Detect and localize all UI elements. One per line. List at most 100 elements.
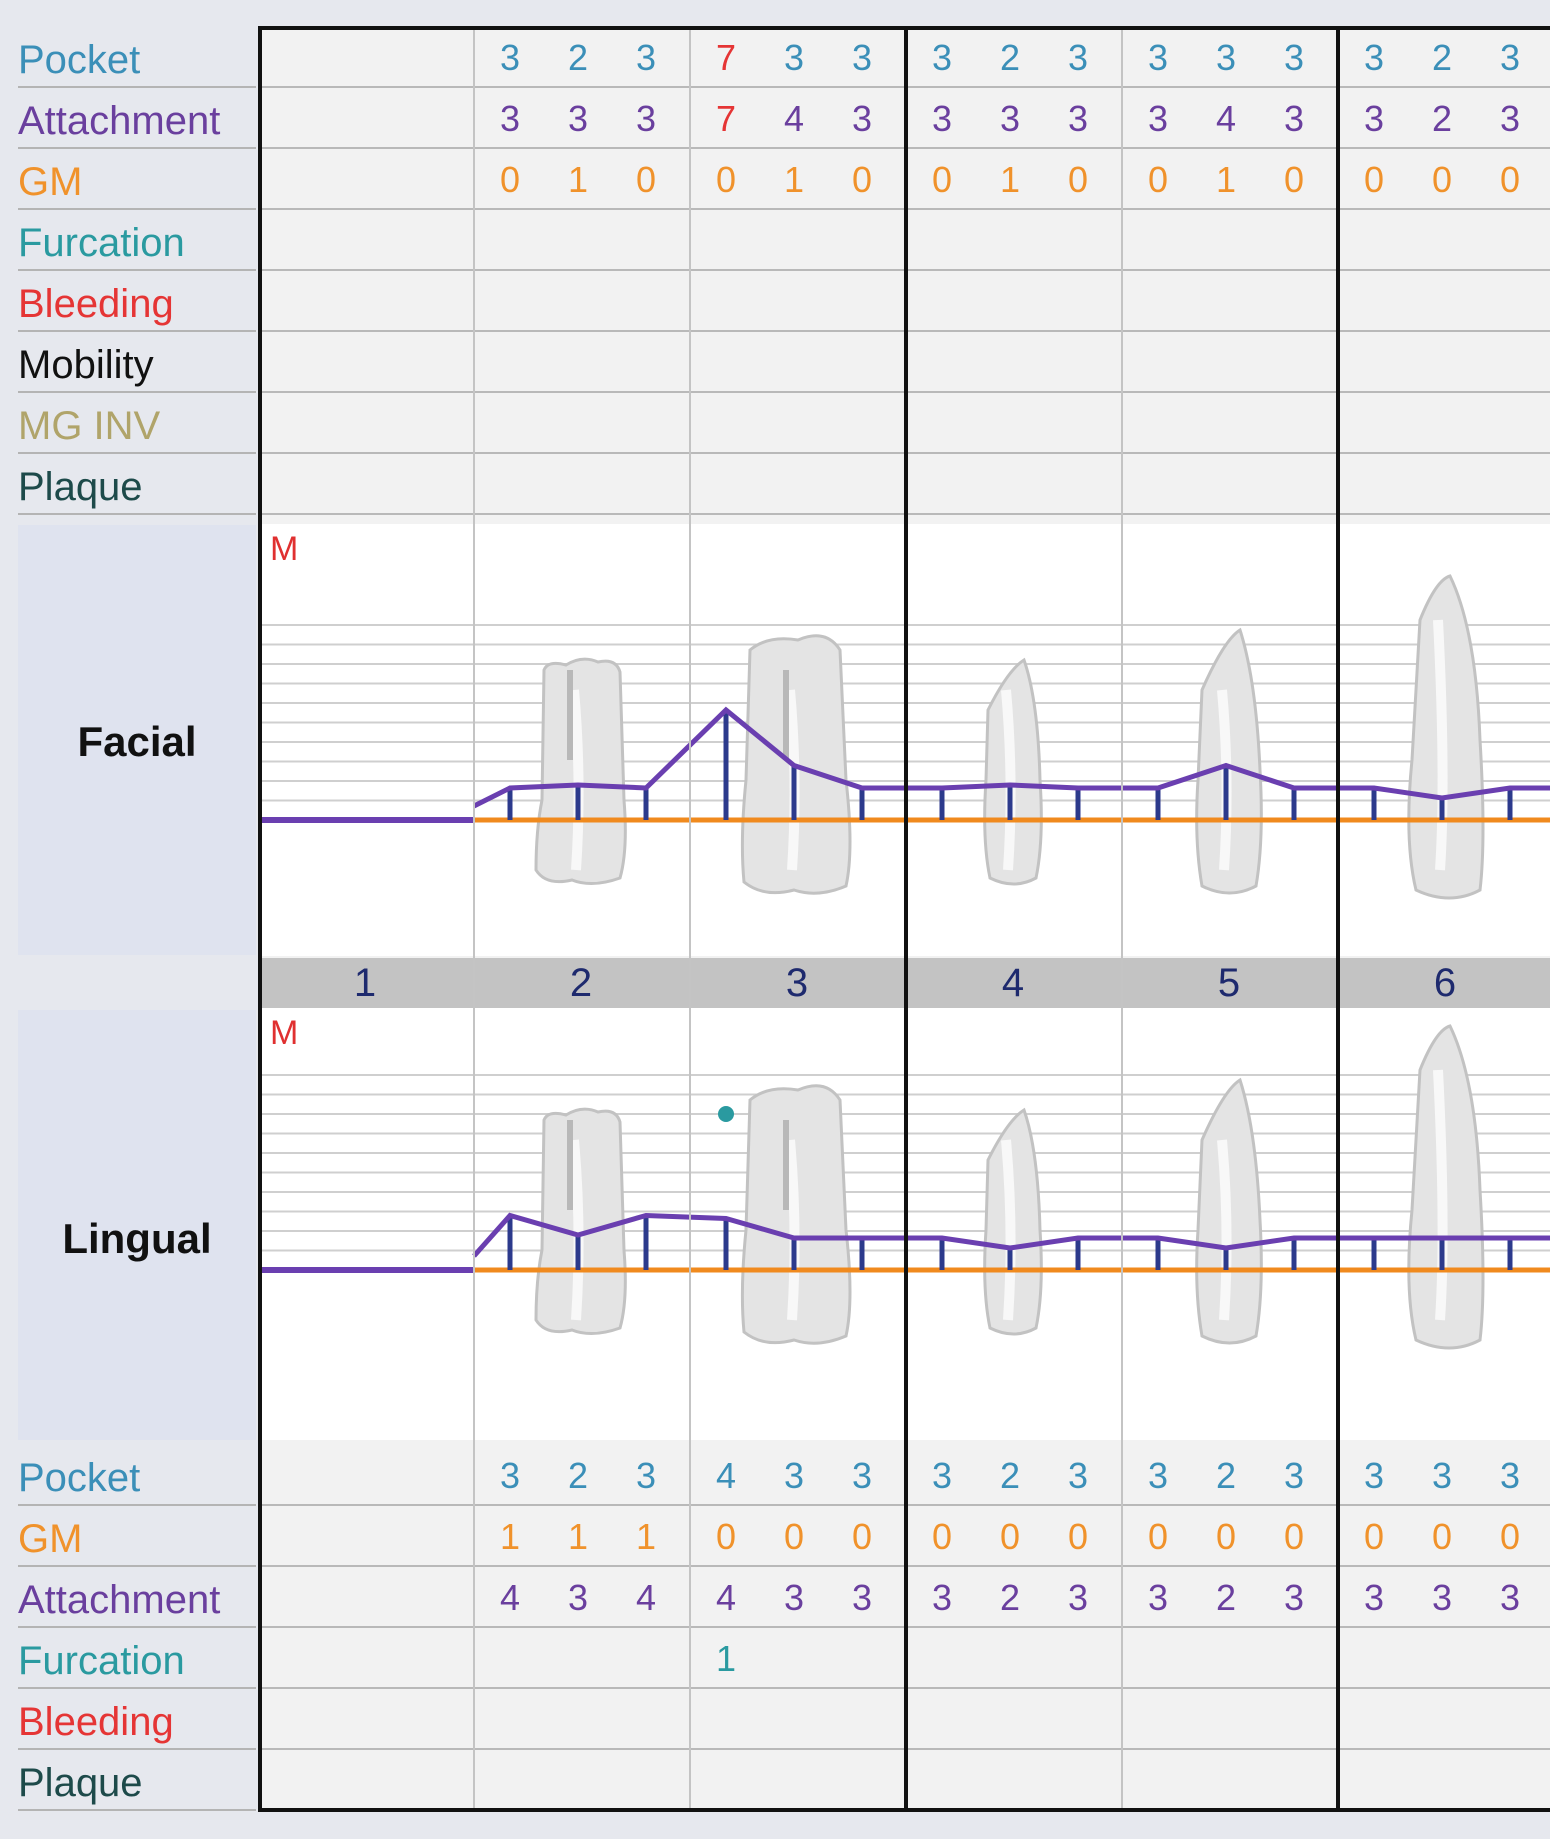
facial-pocket-value[interactable]: 3	[851, 37, 873, 78]
facial-attachment-value[interactable]: 7	[715, 98, 737, 139]
lingual-gm-value[interactable]: 1	[567, 1516, 589, 1557]
lingual-gm-value[interactable]: 0	[999, 1516, 1021, 1557]
perio-chart-grid[interactable]: M M 1 2 3 4 5 6 3 2 3 7 3 3 3 2 3 3 3 3 3 2 3 3 3 3 7 4 3 3 3 3 3 4 3 3 2…	[258, 26, 1550, 1812]
lingual-gm-value[interactable]: 0	[1147, 1516, 1169, 1557]
lingual-gm-value[interactable]: 0	[851, 1516, 873, 1557]
facial-attachment-value[interactable]: 3	[1283, 98, 1305, 139]
facial-pocket-value[interactable]: 3	[635, 37, 657, 78]
facial-pocket-value[interactable]: 3	[1067, 37, 1089, 78]
lingual-attachment-value[interactable]: 4	[635, 1577, 657, 1618]
lingual-gm-value[interactable]: 1	[499, 1516, 521, 1557]
facial-gm-value[interactable]: 0	[635, 159, 657, 200]
lingual-pocket-value[interactable]: 2	[567, 1455, 589, 1496]
facial-pocket-value[interactable]: 3	[931, 37, 953, 78]
facial-attachment-value[interactable]: 3	[1363, 98, 1385, 139]
facial-pocket-value[interactable]: 3	[783, 37, 805, 78]
lingual-pocket-value[interactable]: 3	[1283, 1455, 1305, 1496]
lingual-pocket-value[interactable]: 3	[1499, 1455, 1521, 1496]
lingual-attachment-value[interactable]: 3	[1431, 1577, 1453, 1618]
lingual-attachment-value[interactable]: 3	[1363, 1577, 1385, 1618]
lingual-gm-value[interactable]: 0	[931, 1516, 953, 1557]
facial-pocket-value[interactable]: 3	[499, 37, 521, 78]
facial-attachment-value[interactable]: 3	[635, 98, 657, 139]
lingual-attachment-value[interactable]: 3	[1067, 1577, 1089, 1618]
lingual-pocket-value[interactable]: 3	[1363, 1455, 1385, 1496]
facial-pocket-value[interactable]: 2	[1431, 37, 1453, 78]
facial-gm-value[interactable]: 0	[499, 159, 521, 200]
facial-pocket-value[interactable]: 2	[567, 37, 589, 78]
facial-gm-value[interactable]: 0	[1499, 159, 1521, 200]
facial-attachment-value[interactable]: 4	[783, 98, 805, 139]
facial-gm-value[interactable]: 1	[999, 159, 1021, 200]
lingual-gm-value[interactable]: 0	[1067, 1516, 1089, 1557]
lingual-gm-value[interactable]: 0	[1215, 1516, 1237, 1557]
tooth-number[interactable]: 4	[1001, 961, 1025, 1005]
lingual-gm-value[interactable]: 0	[1431, 1516, 1453, 1557]
facial-attachment-value[interactable]: 3	[1147, 98, 1169, 139]
lingual-furcation-value[interactable]: 1	[715, 1638, 737, 1679]
lingual-attachment-value[interactable]: 3	[1283, 1577, 1305, 1618]
lingual-attachment-value[interactable]: 3	[851, 1577, 873, 1618]
facial-gm-value[interactable]: 1	[1215, 159, 1237, 200]
lingual-attachment-value[interactable]: 2	[999, 1577, 1021, 1618]
lingual-attachment-value[interactable]: 3	[931, 1577, 953, 1618]
facial-attachment-value[interactable]: 3	[999, 98, 1021, 139]
tooth-column-divider	[1121, 26, 1123, 1812]
tooth-number[interactable]: 2	[569, 961, 593, 1005]
lingual-attachment-value[interactable]: 3	[1147, 1577, 1169, 1618]
lingual-pocket-value[interactable]: 3	[1067, 1455, 1089, 1496]
facial-gm-value[interactable]: 0	[1067, 159, 1089, 200]
facial-attachment-value[interactable]: 2	[1431, 98, 1453, 139]
facial-gm-value[interactable]: 1	[783, 159, 805, 200]
tooth-highlight	[785, 1139, 800, 1321]
facial-gm-value[interactable]: 0	[1283, 159, 1305, 200]
facial-attachment-value[interactable]: 3	[1067, 98, 1089, 139]
lingual-pocket-value[interactable]: 2	[1215, 1455, 1237, 1496]
lingual-gm-value[interactable]: 0	[715, 1516, 737, 1557]
facial-pocket-value[interactable]: 3	[1215, 37, 1237, 78]
facial-gm-value[interactable]: 0	[851, 159, 873, 200]
lingual-pocket-value[interactable]: 3	[1431, 1455, 1453, 1496]
lingual-gm-value[interactable]: 0	[1499, 1516, 1521, 1557]
lingual-pocket-value[interactable]: 2	[999, 1455, 1021, 1496]
facial-pocket-value[interactable]: 3	[1499, 37, 1521, 78]
lingual-gm-value[interactable]: 0	[783, 1516, 805, 1557]
facial-gm-value[interactable]: 0	[1431, 159, 1453, 200]
lingual-pocket-value[interactable]: 4	[715, 1455, 737, 1496]
facial-pocket-value[interactable]: 3	[1363, 37, 1385, 78]
tooth-number[interactable]: 1	[353, 961, 377, 1005]
facial-gm-value[interactable]: 1	[567, 159, 589, 200]
lingual-pocket-value[interactable]: 3	[851, 1455, 873, 1496]
facial-attachment-value[interactable]: 3	[567, 98, 589, 139]
facial-pocket-value[interactable]: 3	[1283, 37, 1305, 78]
lingual-attachment-value[interactable]: 3	[783, 1577, 805, 1618]
lingual-pocket-value[interactable]: 3	[783, 1455, 805, 1496]
facial-gm-value[interactable]: 0	[1363, 159, 1385, 200]
lingual-pocket-value[interactable]: 3	[1147, 1455, 1169, 1496]
tooth-number[interactable]: 3	[785, 961, 809, 1005]
lingual-pocket-value[interactable]: 3	[499, 1455, 521, 1496]
lingual-attachment-value[interactable]: 3	[1499, 1577, 1521, 1618]
facial-gm-value[interactable]: 0	[1147, 159, 1169, 200]
tooth-number[interactable]: 6	[1433, 961, 1457, 1005]
tooth-number[interactable]: 5	[1217, 961, 1241, 1005]
facial-gm-value[interactable]: 0	[931, 159, 953, 200]
lingual-attachment-value[interactable]: 2	[1215, 1577, 1237, 1618]
lingual-gm-value[interactable]: 0	[1283, 1516, 1305, 1557]
facial-pocket-value[interactable]: 2	[999, 37, 1021, 78]
lingual-attachment-value[interactable]: 4	[715, 1577, 737, 1618]
facial-gm-value[interactable]: 0	[715, 159, 737, 200]
facial-pocket-value[interactable]: 3	[1147, 37, 1169, 78]
facial-attachment-value[interactable]: 4	[1215, 98, 1237, 139]
facial-attachment-value[interactable]: 3	[931, 98, 953, 139]
lingual-pocket-value[interactable]: 3	[635, 1455, 657, 1496]
facial-pocket-value[interactable]: 7	[715, 37, 737, 78]
lingual-gm-value[interactable]: 0	[1363, 1516, 1385, 1557]
lingual-attachment-value[interactable]: 3	[567, 1577, 589, 1618]
facial-attachment-value[interactable]: 3	[851, 98, 873, 139]
lingual-attachment-value[interactable]: 4	[499, 1577, 521, 1618]
lingual-pocket-value[interactable]: 3	[931, 1455, 953, 1496]
facial-attachment-value[interactable]: 3	[499, 98, 521, 139]
lingual-gm-value[interactable]: 1	[635, 1516, 657, 1557]
facial-attachment-value[interactable]: 3	[1499, 98, 1521, 139]
